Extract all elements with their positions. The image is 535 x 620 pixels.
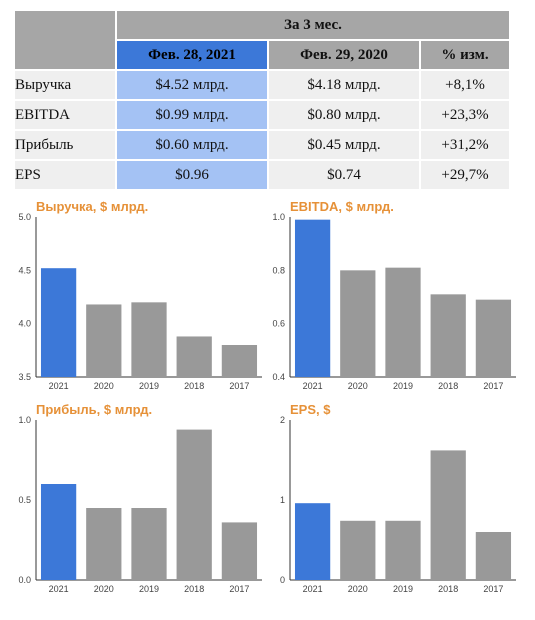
x-tick-label: 2021 [49, 381, 69, 391]
financials-table: За 3 мес. Фев. 28, 2021 Фев. 29, 2020 % … [13, 9, 511, 191]
x-tick-label: 2017 [229, 381, 249, 391]
bar-2021 [294, 503, 331, 580]
bar-2019 [131, 302, 167, 377]
bar-2019 [385, 520, 421, 580]
y-tick-label: 4.5 [18, 265, 31, 275]
bar-2020 [86, 304, 122, 377]
bar-2020 [340, 520, 376, 580]
bar-2021 [294, 219, 331, 377]
y-tick-label: 0.5 [18, 495, 31, 505]
y-tick-label: 0.0 [18, 575, 31, 585]
x-tick-label: 2020 [348, 584, 368, 594]
x-tick-label: 2018 [438, 381, 458, 391]
cell-current: $0.96 [117, 161, 267, 189]
x-tick-label: 2021 [49, 584, 69, 594]
column-header-change: % изм. [421, 41, 509, 69]
bar-2017 [221, 345, 258, 377]
chart-title: Прибыль, $ млрд. [36, 402, 153, 417]
bar-2021 [40, 268, 77, 377]
chart-title: EPS, $ [290, 402, 331, 417]
chart-title: Выручка, $ млрд. [36, 199, 149, 214]
bar-2017 [221, 522, 258, 580]
row-label: EPS [15, 161, 115, 189]
eps-chart-plot: 0 1 2 2021 2020 2019 2018 2017 [280, 415, 516, 594]
y-tick-label: 3.5 [18, 372, 31, 382]
x-tick-label: 2019 [139, 381, 159, 391]
x-tick-label: 2017 [483, 381, 503, 391]
column-header-current: Фев. 28, 2021 [117, 41, 267, 69]
revenue-chart-plot: 3.5 4.0 4.5 5.0 2021 2020 2019 2018 2017 [18, 212, 262, 391]
table-row-ebitda: EBITDA $0.99 млрд. $0.80 млрд. +23,3% [15, 101, 509, 129]
cell-previous: $0.74 [269, 161, 419, 189]
x-tick-label: 2018 [184, 584, 204, 594]
cell-current: $0.60 млрд. [117, 131, 267, 159]
cell-previous: $0.80 млрд. [269, 101, 419, 129]
y-tick-label: 4.0 [18, 319, 31, 329]
cell-previous: $0.45 млрд. [269, 131, 419, 159]
x-tick-label: 2019 [393, 381, 413, 391]
column-header-previous: Фев. 29, 2020 [269, 41, 419, 69]
bar-2018 [176, 336, 212, 377]
row-label: EBITDA [15, 101, 115, 129]
bar-2019 [385, 267, 421, 377]
bar-2018 [430, 294, 466, 377]
ebitda-chart-plot: 0.4 0.6 0.8 1.0 2021 2020 2019 2018 2017 [272, 212, 516, 391]
y-tick-label: 1.0 [272, 212, 285, 222]
x-tick-label: 2017 [229, 584, 249, 594]
cell-current: $0.99 млрд. [117, 101, 267, 129]
table-row-profit: Прибыль $0.60 млрд. $0.45 млрд. +31,2% [15, 131, 509, 159]
y-tick-label: 0.6 [272, 319, 285, 329]
y-tick-label: 0 [280, 575, 285, 585]
x-tick-label: 2017 [483, 584, 503, 594]
bar-2021 [40, 484, 77, 580]
cell-change: +8,1% [421, 71, 509, 99]
table-corner [15, 11, 115, 69]
cell-change: +31,2% [421, 131, 509, 159]
period-group-header: За 3 мес. [117, 11, 509, 39]
y-tick-label: 1 [280, 495, 285, 505]
x-tick-label: 2021 [303, 381, 323, 391]
bar-2020 [86, 508, 122, 580]
bar-2017 [475, 532, 512, 580]
y-tick-label: 0.8 [272, 265, 285, 275]
bar-2018 [430, 450, 466, 580]
x-tick-label: 2020 [94, 584, 114, 594]
chart-title: EBITDA, $ млрд. [290, 199, 394, 214]
cell-current: $4.52 млрд. [117, 71, 267, 99]
y-tick-label: 0.4 [272, 372, 285, 382]
x-tick-label: 2019 [139, 584, 159, 594]
table-row-revenue: Выручка $4.52 млрд. $4.18 млрд. +8,1% [15, 71, 509, 99]
profit-chart-plot: 0.0 0.5 1.0 2021 2020 2019 2018 2017 [18, 415, 262, 594]
x-tick-label: 2020 [348, 381, 368, 391]
bar-2019 [131, 508, 167, 580]
x-tick-label: 2019 [393, 584, 413, 594]
y-tick-label: 1.0 [18, 415, 31, 425]
ebitda-chart: EBITDA, $ млрд. 0.4 0.6 0.8 1.0 2021 2020 2019… [254, 199, 519, 394]
x-tick-label: 2021 [303, 584, 323, 594]
cell-previous: $4.18 млрд. [269, 71, 419, 99]
x-tick-label: 2018 [438, 584, 458, 594]
y-tick-label: 2 [280, 415, 285, 425]
eps-chart: EPS, $ 0 1 2 2021 2020 2019 2018 2017 [254, 402, 519, 597]
revenue-chart: Выручка, $ млрд. 3.5 4.0 4.5 5.0 2021 2020 201… [0, 199, 265, 394]
table-row-eps: EPS $0.96 $0.74 +29,7% [15, 161, 509, 189]
bar-2017 [475, 299, 512, 377]
cell-change: +23,3% [421, 101, 509, 129]
row-label: Выручка [15, 71, 115, 99]
row-label: Прибыль [15, 131, 115, 159]
x-tick-label: 2018 [184, 381, 204, 391]
profit-chart: Прибыль, $ млрд. 0.0 0.5 1.0 2021 2020 2019 20… [0, 402, 265, 597]
cell-change: +29,7% [421, 161, 509, 189]
y-tick-label: 5.0 [18, 212, 31, 222]
bar-2020 [340, 270, 376, 377]
x-tick-label: 2020 [94, 381, 114, 391]
bar-2018 [176, 429, 212, 580]
